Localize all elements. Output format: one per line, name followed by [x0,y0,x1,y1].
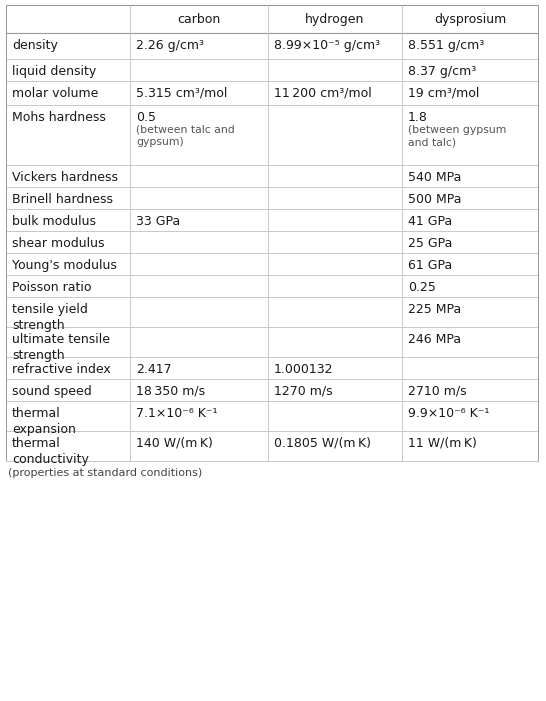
Text: 1270 m/s: 1270 m/s [274,385,333,398]
Text: 225 MPa: 225 MPa [408,303,461,316]
Text: (between gypsum
and talc): (between gypsum and talc) [408,125,506,147]
Text: 11 200 cm³/mol: 11 200 cm³/mol [274,87,372,100]
Text: density: density [12,39,58,52]
Text: 5.315 cm³/mol: 5.315 cm³/mol [136,87,227,100]
Text: refractive index: refractive index [12,363,111,376]
Text: 1.000132: 1.000132 [274,363,334,376]
Text: bulk modulus: bulk modulus [12,215,96,228]
Text: 25 GPa: 25 GPa [408,237,453,250]
Text: Vickers hardness: Vickers hardness [12,171,118,184]
Text: 0.25: 0.25 [408,281,436,294]
Text: hydrogen: hydrogen [305,13,365,26]
Text: Mohs hardness: Mohs hardness [12,111,106,124]
Text: Poisson ratio: Poisson ratio [12,281,92,294]
Text: molar volume: molar volume [12,87,98,100]
Text: 9.9×10⁻⁶ K⁻¹: 9.9×10⁻⁶ K⁻¹ [408,407,489,420]
Text: 11 W/(m K): 11 W/(m K) [408,437,477,450]
Text: carbon: carbon [177,13,221,26]
Text: 0.1805 W/(m K): 0.1805 W/(m K) [274,437,371,450]
Text: 540 MPa: 540 MPa [408,171,461,184]
Text: 2.417: 2.417 [136,363,171,376]
Text: tensile yield
strength: tensile yield strength [12,303,88,332]
Text: 61 GPa: 61 GPa [408,259,452,272]
Text: 18 350 m/s: 18 350 m/s [136,385,205,398]
Text: 8.99×10⁻⁵ g/cm³: 8.99×10⁻⁵ g/cm³ [274,39,380,52]
Text: 19 cm³/mol: 19 cm³/mol [408,87,479,100]
Text: sound speed: sound speed [12,385,92,398]
Text: 41 GPa: 41 GPa [408,215,452,228]
Text: 8.37 g/cm³: 8.37 g/cm³ [408,65,476,78]
Text: 1.8: 1.8 [408,111,428,124]
Text: ultimate tensile
strength: ultimate tensile strength [12,333,110,362]
Text: 2710 m/s: 2710 m/s [408,385,467,398]
Text: 7.1×10⁻⁶ K⁻¹: 7.1×10⁻⁶ K⁻¹ [136,407,217,420]
Text: 500 MPa: 500 MPa [408,193,461,206]
Text: thermal
expansion: thermal expansion [12,407,76,436]
Text: shear modulus: shear modulus [12,237,104,250]
Text: thermal
conductivity: thermal conductivity [12,437,89,466]
Text: 0.5: 0.5 [136,111,156,124]
Text: Brinell hardness: Brinell hardness [12,193,113,206]
Text: Young's modulus: Young's modulus [12,259,117,272]
Text: (properties at standard conditions): (properties at standard conditions) [8,468,202,478]
Text: liquid density: liquid density [12,65,96,78]
Text: 8.551 g/cm³: 8.551 g/cm³ [408,39,484,52]
Text: dysprosium: dysprosium [434,13,506,26]
Text: (between talc and
gypsum): (between talc and gypsum) [136,125,235,147]
Text: 140 W/(m K): 140 W/(m K) [136,437,213,450]
Text: 246 MPa: 246 MPa [408,333,461,346]
Text: 33 GPa: 33 GPa [136,215,180,228]
Text: 2.26 g/cm³: 2.26 g/cm³ [136,39,204,52]
